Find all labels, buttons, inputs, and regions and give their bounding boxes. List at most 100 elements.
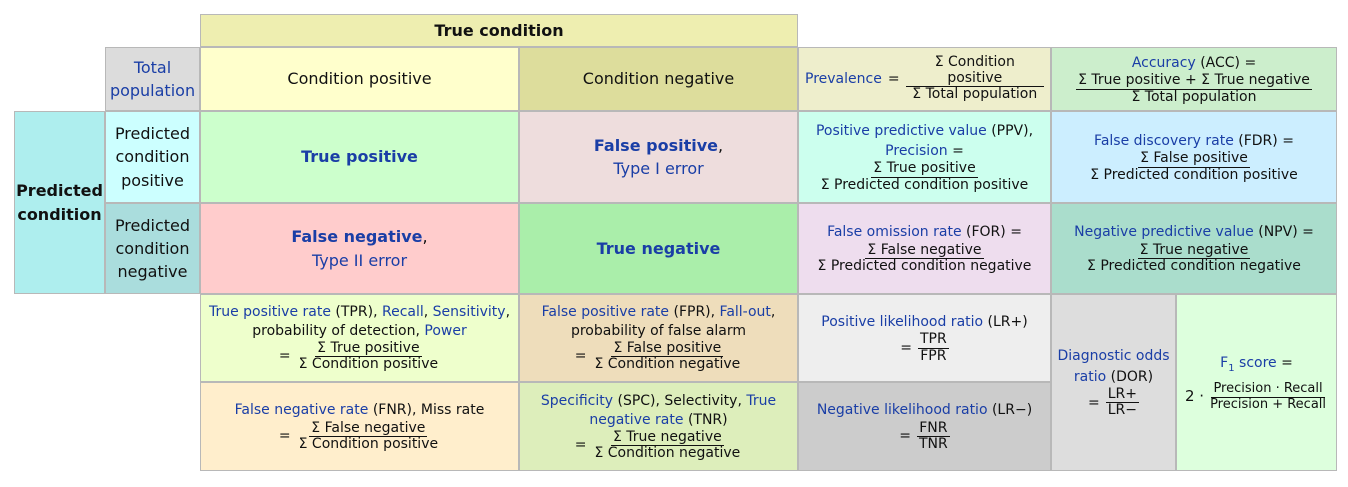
f1-score-link[interactable]: F1 score	[1220, 355, 1277, 374]
fdr-numerator: Σ False positive	[1138, 150, 1250, 168]
prevalence-cell: Prevalence = Σ Condition positive Σ Tota…	[798, 47, 1051, 111]
precision-link[interactable]: Precision	[885, 143, 948, 160]
lr-minus-fraction: FNR TNR	[917, 420, 950, 453]
f1-score-word[interactable]: score	[1239, 355, 1277, 372]
fall-out-link[interactable]: Fall-out	[719, 304, 771, 321]
for-abbr: (FOR) =	[966, 224, 1022, 241]
fdr-cell: False discovery rate (FDR) = Σ False pos…	[1051, 111, 1337, 203]
recall-link[interactable]: Recall	[381, 304, 424, 321]
fnr-denominator: Σ Condition positive	[298, 436, 439, 453]
condition-negative-header: Condition negative	[519, 47, 798, 111]
condition-negative-label: Condition negative	[582, 69, 735, 89]
fnr-link[interactable]: False negative rate	[234, 402, 369, 419]
lr-minus-eq: =	[899, 428, 911, 445]
false-positive-link[interactable]: False positive	[593, 135, 718, 155]
true-condition-label: True condition	[434, 20, 564, 40]
fpr-abbr: (FPR),	[673, 304, 716, 321]
for-numerator: Σ False negative	[865, 241, 984, 260]
true-condition-header: True condition	[200, 14, 798, 47]
ppv-denominator: Σ Predicted condition positive	[820, 176, 1029, 193]
false-negative-link[interactable]: False negative	[291, 227, 423, 247]
dor-denominator: LR−	[1107, 402, 1137, 419]
tnr-link[interactable]: True negative rate	[589, 392, 777, 428]
predicted-positive-header: Predicted condition positive	[105, 111, 200, 203]
dor-numerator: LR+	[1105, 385, 1139, 404]
ppv-fraction: Σ True positive Σ Predicted condition po…	[819, 161, 1031, 193]
false-positive-comma: ,	[718, 135, 724, 155]
dor-eq: =	[1088, 394, 1100, 411]
f1-score-cell: F1 score = 2 · Precision · Recall Precis…	[1176, 294, 1337, 471]
fpr-link[interactable]: False positive rate	[541, 304, 670, 321]
tpr-cell: True positive rate (TPR), Recall, Sensit…	[200, 294, 519, 382]
npv-link[interactable]: Negative predictive value	[1074, 224, 1254, 241]
true-positive-link[interactable]: True positive	[301, 147, 418, 167]
predicted-negative-label: Predicted condition negative	[114, 215, 191, 282]
power-link[interactable]: Power	[424, 323, 467, 340]
prevalence-link[interactable]: Prevalence	[805, 70, 882, 87]
f1-denominator: Precision + Recall	[1210, 396, 1327, 412]
fdr-link[interactable]: False discovery rate	[1094, 132, 1234, 149]
f1-f[interactable]: F	[1220, 355, 1229, 372]
tpr-comma-2: ,	[505, 304, 511, 321]
lr-minus-link[interactable]: Negative likelihood ratio	[816, 402, 988, 419]
specificity-link[interactable]: Specificity	[540, 392, 614, 409]
false-negative-cell: False negative, Type II error	[200, 203, 519, 294]
accuracy-link[interactable]: Accuracy	[1131, 54, 1196, 71]
fpr-cell: False positive rate (FPR), Fall-out, pro…	[519, 294, 798, 382]
true-negative-cell: True negative	[519, 203, 798, 294]
type-2-error-link[interactable]: Type II error	[311, 250, 408, 270]
specificity-denominator: Σ Condition negative	[594, 444, 741, 461]
accuracy-denominator: Σ Total population	[1131, 88, 1257, 105]
ppv-numerator: Σ True positive	[871, 160, 978, 178]
dor-link[interactable]: Diagnostic odds ratio	[1057, 348, 1170, 385]
fpr-fraction: Σ False positive Σ Condition negative	[592, 340, 742, 373]
ppv-abbr: (PPV),	[991, 122, 1034, 139]
for-link[interactable]: False omission rate	[827, 224, 962, 241]
fnr-numerator: Σ False negative	[309, 419, 428, 438]
specificity-eq: =	[574, 436, 587, 453]
prevalence-fraction: Σ Condition positive Σ Total population	[905, 55, 1044, 102]
lr-plus-numerator: TPR	[918, 331, 949, 349]
for-denominator: Σ Predicted condition negative	[817, 258, 1032, 275]
specificity-abbr: (SPC), Selectivity,	[617, 392, 742, 409]
dor-cell: Diagnostic odds ratio (DOR) = LR+ LR−	[1051, 294, 1176, 471]
fpr-prob: probability of false alarm	[570, 323, 747, 340]
accuracy-fraction: Σ True positive + Σ True negative Σ Tota…	[1076, 72, 1312, 105]
condition-positive-label: Condition positive	[287, 69, 432, 89]
lr-plus-fraction: TPR FPR	[918, 331, 949, 364]
sensitivity-link[interactable]: Sensitivity	[432, 304, 506, 321]
f1-subscript[interactable]: 1	[1228, 362, 1235, 374]
ppv-link[interactable]: Positive predictive value	[815, 122, 987, 139]
predicted-condition-label: Predicted condition	[16, 181, 103, 224]
total-population-cell[interactable]: Total population	[105, 47, 200, 111]
false-positive-cell: False positive, Type I error	[519, 111, 798, 203]
tpr-link[interactable]: True positive rate	[208, 304, 331, 321]
tnr-abbr: (TNR)	[687, 411, 728, 428]
lr-plus-link[interactable]: Positive likelihood ratio	[821, 313, 984, 330]
fnr-abbr: (FNR), Miss rate	[372, 402, 485, 419]
fnr-fraction: Σ False negative Σ Condition positive	[297, 419, 440, 453]
tpr-denominator: Σ Condition positive	[298, 356, 439, 373]
lr-plus-eq: =	[900, 339, 912, 356]
f1-coefficient: 2 ·	[1184, 387, 1205, 406]
total-population-label[interactable]: Total population	[109, 57, 196, 100]
lr-minus-denominator: TNR	[918, 436, 948, 453]
for-cell: False omission rate (FOR) = Σ False nega…	[798, 203, 1051, 294]
specificity-numerator: Σ True negative	[611, 428, 724, 446]
prevalence-eq: =	[887, 70, 900, 87]
predicted-positive-label: Predicted condition positive	[114, 124, 191, 190]
fpr-eq: =	[574, 348, 587, 365]
npv-numerator: Σ True negative	[1137, 241, 1251, 260]
lr-plus-cell: Positive likelihood ratio (LR+) = TPR FP…	[798, 294, 1051, 382]
fpr-numerator: Σ False positive	[611, 340, 724, 358]
type-1-error-link[interactable]: Type I error	[613, 159, 704, 178]
condition-positive-header: Condition positive	[200, 47, 519, 111]
lr-minus-cell: Negative likelihood ratio (LR−) = FNR TN…	[798, 382, 1051, 471]
npv-fraction: Σ True negative Σ Predicted condition ne…	[1085, 241, 1303, 275]
fpr-comma: ,	[770, 304, 776, 321]
for-fraction: Σ False negative Σ Predicted condition n…	[816, 241, 1034, 275]
tpr-prob: probability of detection,	[252, 323, 420, 340]
accuracy-cell: Accuracy (ACC) = Σ True positive + Σ Tru…	[1051, 47, 1337, 111]
true-negative-link[interactable]: True negative	[596, 238, 721, 258]
f1-fraction: Precision · Recall Precision + Recall	[1208, 382, 1328, 412]
